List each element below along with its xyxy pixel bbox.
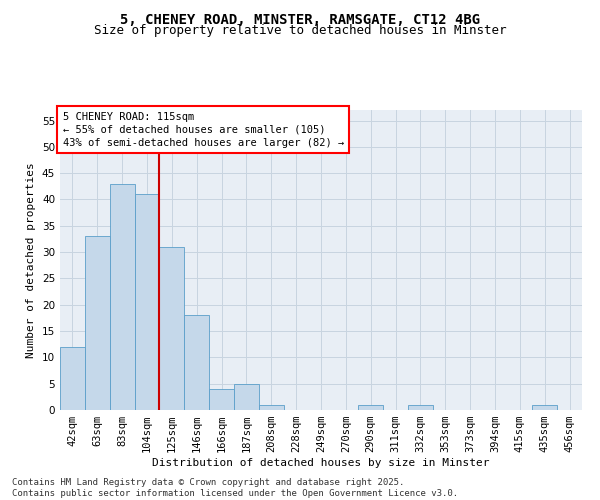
- Bar: [134, 194, 160, 410]
- Bar: [532, 404, 557, 410]
- Bar: [358, 404, 383, 410]
- Bar: [234, 384, 259, 410]
- Bar: [259, 404, 284, 410]
- Bar: [408, 404, 433, 410]
- Y-axis label: Number of detached properties: Number of detached properties: [26, 162, 37, 358]
- Text: 5, CHENEY ROAD, MINSTER, RAMSGATE, CT12 4BG: 5, CHENEY ROAD, MINSTER, RAMSGATE, CT12 …: [120, 12, 480, 26]
- Bar: [85, 236, 110, 410]
- Bar: [110, 184, 134, 410]
- Bar: [184, 316, 209, 410]
- X-axis label: Distribution of detached houses by size in Minster: Distribution of detached houses by size …: [152, 458, 490, 468]
- Text: Contains HM Land Registry data © Crown copyright and database right 2025.
Contai: Contains HM Land Registry data © Crown c…: [12, 478, 458, 498]
- Text: 5 CHENEY ROAD: 115sqm
← 55% of detached houses are smaller (105)
43% of semi-det: 5 CHENEY ROAD: 115sqm ← 55% of detached …: [62, 112, 344, 148]
- Bar: [209, 389, 234, 410]
- Bar: [60, 347, 85, 410]
- Text: Size of property relative to detached houses in Minster: Size of property relative to detached ho…: [94, 24, 506, 37]
- Bar: [160, 247, 184, 410]
